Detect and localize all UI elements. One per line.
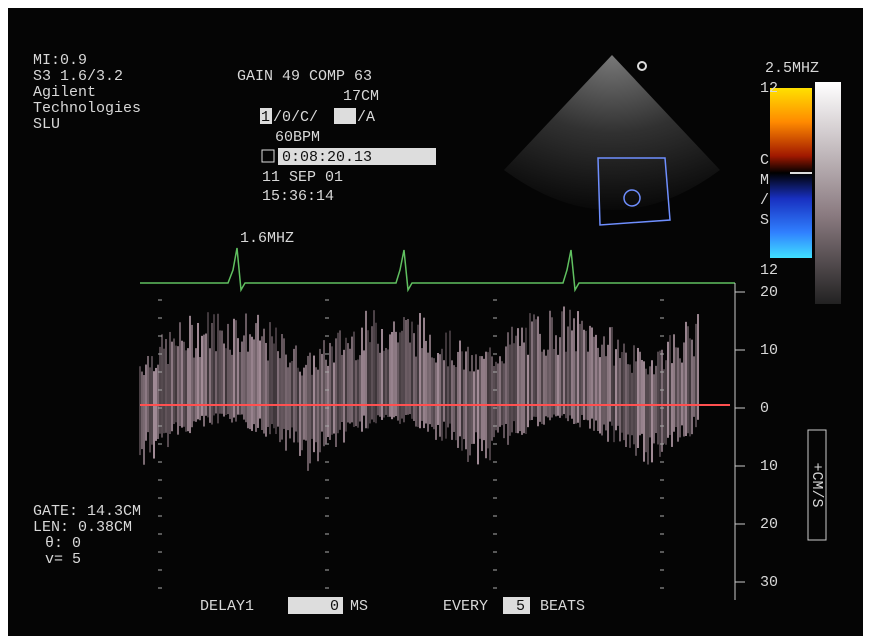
beats: BEATS	[540, 598, 585, 615]
brand: Agilent	[33, 84, 96, 101]
scale-label: 10	[760, 342, 778, 359]
depth: 17CM	[343, 88, 379, 105]
delay-value: 0	[330, 598, 339, 615]
mode: 1	[261, 109, 270, 126]
color-unit: /	[760, 192, 769, 209]
delay-label: DELAY1	[200, 598, 254, 615]
color-unit: S	[760, 212, 769, 229]
gray-scale	[815, 82, 841, 304]
v: v= 5	[45, 551, 81, 568]
probe-frequency: 2.5MHZ	[765, 60, 819, 77]
highlight	[334, 108, 356, 124]
angle: θ: 0	[45, 535, 81, 552]
probe: S3 1.6/3.2	[33, 68, 123, 85]
mi: MI:0.9	[33, 52, 87, 69]
delay-unit: MS	[350, 598, 368, 615]
color-scale-top: 12	[760, 80, 778, 97]
mode: /0/C/	[273, 109, 318, 126]
gate: GATE: 14.3CM	[33, 503, 141, 520]
scale-label: 20	[760, 284, 778, 301]
date: 11 SEP 01	[262, 169, 343, 186]
scale-label: 30	[760, 574, 778, 591]
ultrasound-screen: MI:0.9 S3 1.6/3.2 Agilent Technologies S…	[0, 0, 871, 644]
color-unit: M	[760, 172, 769, 189]
every-value: 5	[516, 598, 525, 615]
time: 15:36:14	[262, 188, 334, 205]
doppler-frequency: 1.6MHZ	[240, 230, 294, 247]
heart-rate: 60BPM	[275, 129, 320, 146]
length: LEN: 0.38CM	[33, 519, 132, 536]
timer: 0:08:20.13	[282, 149, 372, 166]
color-unit: C	[760, 152, 769, 169]
mode: /A	[357, 109, 375, 126]
scale-label: 20	[760, 516, 778, 533]
every-label: EVERY	[443, 598, 488, 615]
color-scale-bottom: 12	[760, 262, 778, 279]
scale-label: 0	[760, 400, 769, 417]
scale-label: 10	[760, 458, 778, 475]
scale-unit: +CM/S	[808, 462, 825, 507]
gain: GAIN 49 COMP 63	[237, 68, 372, 85]
brand: Technologies	[33, 100, 141, 117]
site: SLU	[33, 116, 60, 133]
